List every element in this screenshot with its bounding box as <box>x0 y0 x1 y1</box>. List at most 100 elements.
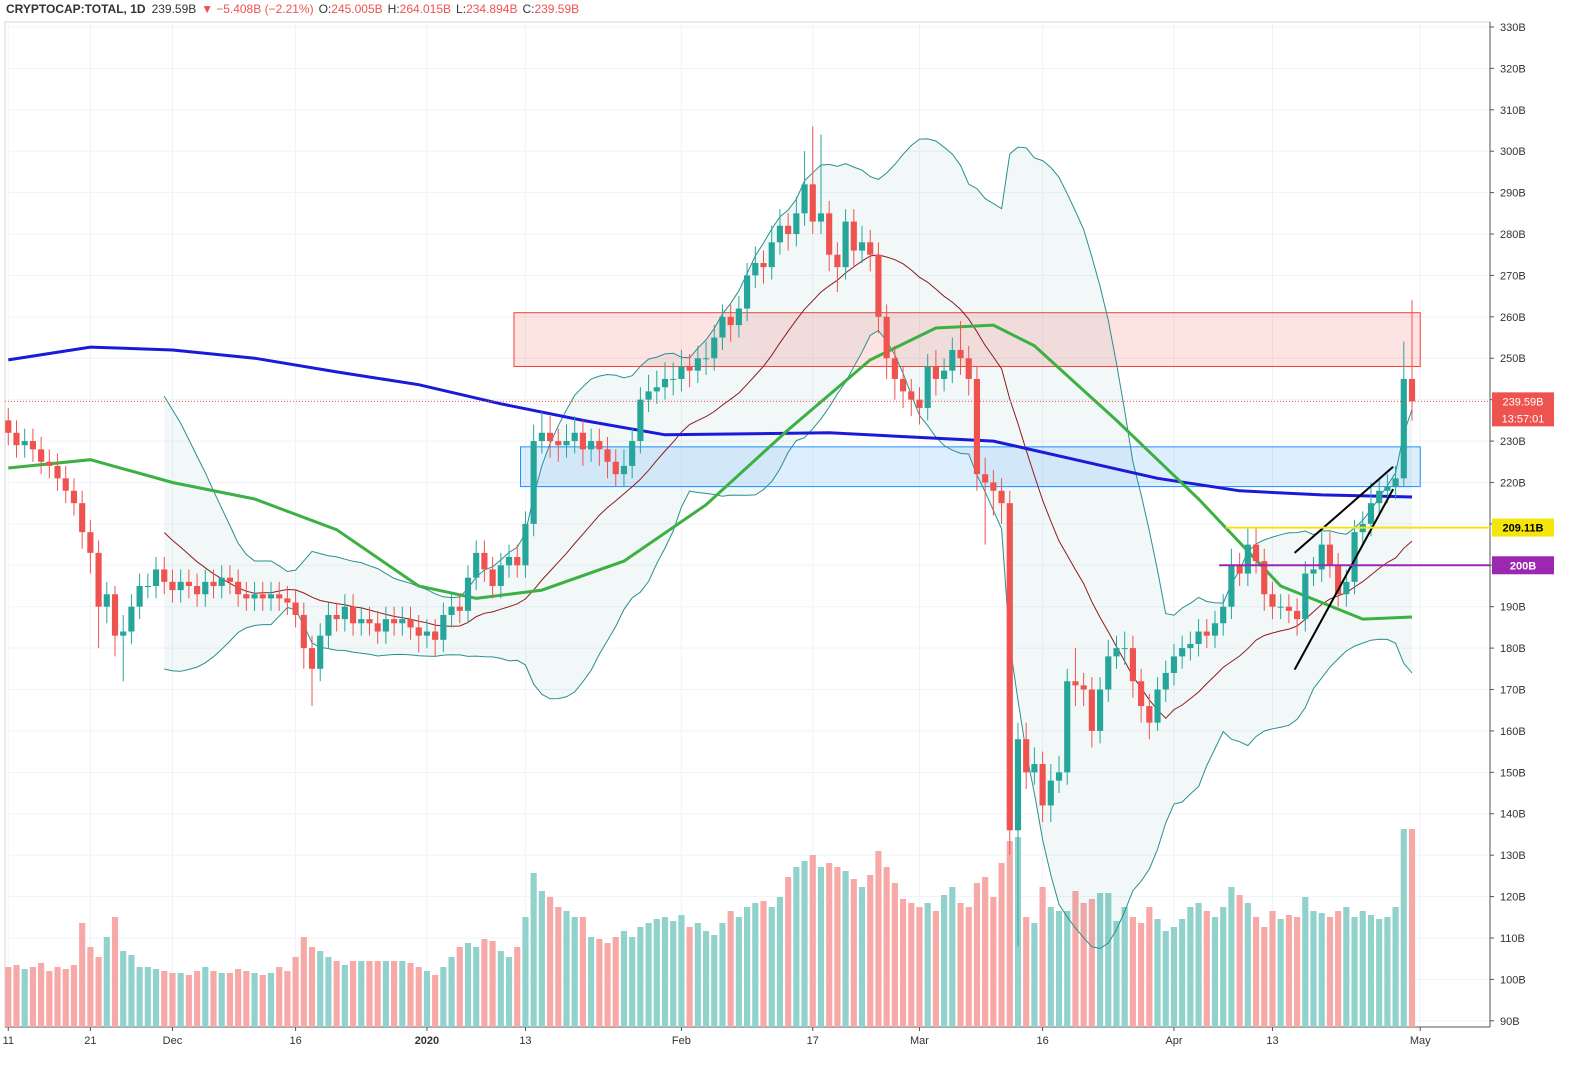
volume-bar <box>596 939 603 1027</box>
y-tick-label: 260B <box>1500 312 1526 324</box>
volume-bar <box>563 911 570 1027</box>
candle-body <box>522 523 529 566</box>
volume-bar <box>1400 829 1407 1027</box>
x-tick-label: Dec <box>163 1035 183 1047</box>
candle-body <box>382 619 389 632</box>
trendline <box>1293 465 1394 554</box>
candle-body <box>358 619 365 624</box>
y-tick-label: 330B <box>1500 22 1526 34</box>
volume-bar <box>1006 841 1013 1027</box>
candle-body <box>1154 689 1161 723</box>
volume-bar <box>218 973 225 1027</box>
candle-body <box>349 606 357 624</box>
candle-body <box>432 631 439 640</box>
volume-bar <box>916 907 923 1027</box>
volume-bar <box>276 967 283 1027</box>
volume-bar <box>399 961 406 1027</box>
volume-bar <box>891 883 898 1027</box>
volume-bar <box>144 967 151 1027</box>
volume-bar <box>1384 917 1391 1027</box>
candle-body <box>300 614 307 649</box>
y-tick-label: 270B <box>1500 270 1526 282</box>
volume-bar <box>1236 895 1243 1027</box>
volume-bar <box>1277 919 1284 1027</box>
candle-body <box>891 358 898 379</box>
ohlc-value: 234.894B <box>466 2 517 16</box>
candle-body <box>1211 623 1219 636</box>
volume-bar <box>941 895 948 1027</box>
volume-bar <box>1154 919 1161 1027</box>
candle-body <box>1335 565 1342 595</box>
volume-bar <box>111 917 119 1027</box>
volume-bar <box>1228 887 1235 1027</box>
symbol: CRYPTOCAP:TOTAL, 1D <box>6 2 146 16</box>
volume-bar <box>13 965 20 1027</box>
candle-body <box>801 184 808 214</box>
candle-body <box>185 581 192 586</box>
candle-body <box>530 441 537 524</box>
volume-bar <box>374 961 381 1027</box>
volume-bar <box>1285 915 1292 1027</box>
candle-body <box>1055 772 1063 781</box>
volume-bar <box>768 907 775 1027</box>
candle-body <box>120 631 127 636</box>
volume-bar <box>87 947 94 1027</box>
ohlc-label: H: <box>388 2 400 16</box>
volume-bar <box>259 975 266 1027</box>
candle-body <box>1376 490 1383 504</box>
bollinger-fill <box>164 138 1412 949</box>
candle-body <box>1039 764 1046 806</box>
candle-body <box>259 594 266 599</box>
candle-body <box>21 441 28 446</box>
volume-bar <box>349 961 357 1027</box>
candle-body <box>46 461 53 466</box>
candle-body <box>464 577 472 611</box>
change: −5.408B (−2.21%) <box>216 2 313 16</box>
candle-body <box>973 378 981 475</box>
volume-bar <box>292 957 299 1027</box>
volume-bar <box>481 939 488 1027</box>
candle-body <box>563 441 570 446</box>
volume-bar <box>407 963 414 1027</box>
volume-bar <box>629 937 636 1027</box>
level-label: 200B <box>1510 560 1536 572</box>
y-tick-label: 290B <box>1500 188 1526 200</box>
candle-body <box>686 366 693 371</box>
candle-body <box>1277 606 1284 608</box>
volume-bar <box>473 947 480 1027</box>
volume-bar <box>1195 903 1202 1027</box>
candle-body <box>735 308 742 326</box>
volume-bar <box>95 957 102 1027</box>
volume-bar <box>588 937 595 1027</box>
candle-body <box>752 263 759 276</box>
volume-bar <box>391 961 398 1027</box>
candle-body <box>333 614 340 620</box>
candle-body <box>87 532 94 553</box>
down-arrow: ▼ <box>201 2 213 16</box>
volume-bar <box>809 855 816 1027</box>
plot-area <box>4 21 1491 1028</box>
candle-body <box>1023 739 1030 773</box>
volume-bar <box>1039 887 1046 1027</box>
volume-bar <box>317 951 324 1027</box>
y-tick-label: 110B <box>1500 933 1525 945</box>
candle-body <box>899 378 907 392</box>
candle-body <box>711 337 718 359</box>
candle-body <box>620 465 628 475</box>
candle-body <box>13 432 20 446</box>
y-tick-label: 150B <box>1500 767 1526 779</box>
volume-bar <box>826 863 833 1027</box>
volume-bar <box>456 947 463 1027</box>
candle-body <box>103 594 110 607</box>
volume-bar <box>702 931 710 1027</box>
level-label-box <box>1492 556 1554 575</box>
volume-bar <box>555 907 562 1027</box>
ohlc-label: O: <box>319 2 332 16</box>
volume-bar <box>1269 911 1276 1027</box>
candle-body <box>694 358 701 371</box>
candle-body <box>588 441 595 450</box>
candle-body <box>744 275 751 309</box>
volume-bar <box>120 951 127 1027</box>
candle-body <box>1014 739 1022 831</box>
volume-bar <box>1179 919 1186 1027</box>
